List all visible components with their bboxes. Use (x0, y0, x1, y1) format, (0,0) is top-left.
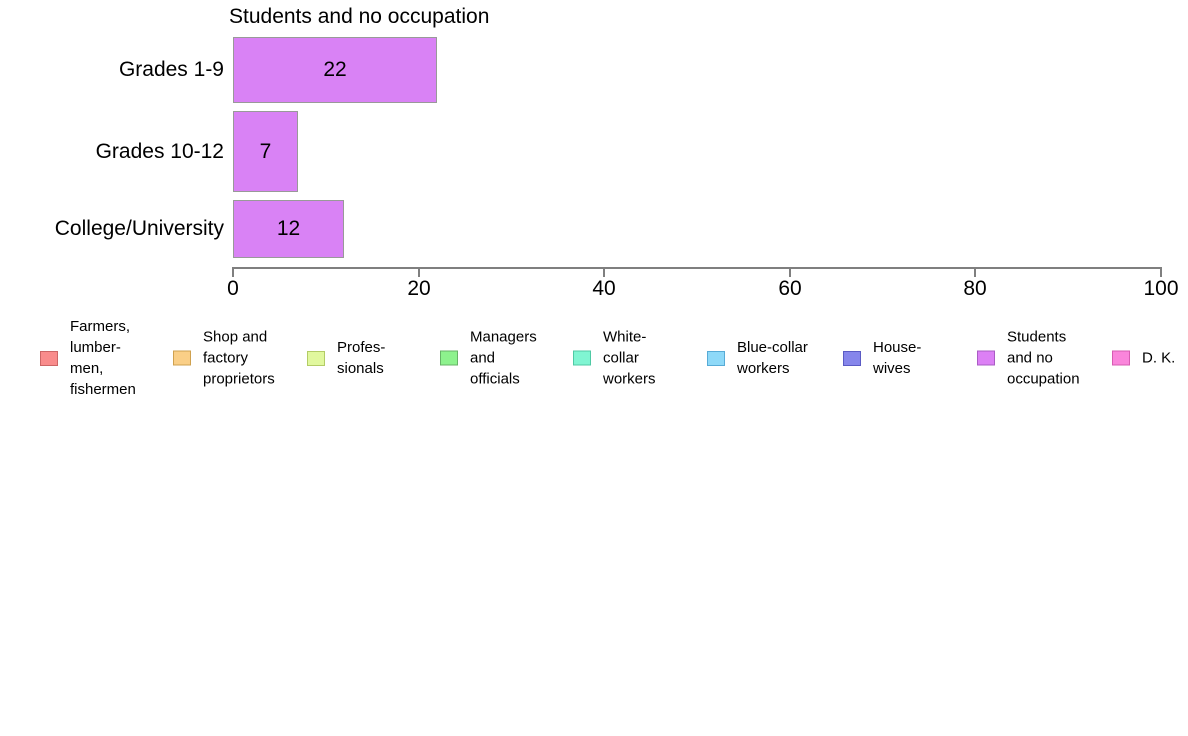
legend-swatch-farmers (40, 350, 58, 366)
legend-label: D. K. (1142, 349, 1176, 367)
legend-item-housewives: House- wives (843, 337, 921, 379)
category-label-college-university: College/University (54, 217, 224, 240)
legend-swatch-shop-proprietors (173, 350, 191, 366)
legend-label: Farmers, lumber- men, fishermen (70, 318, 136, 398)
x-axis-tick (418, 267, 420, 277)
x-axis-tick (789, 267, 791, 277)
x-axis-tick-label: 40 (592, 277, 616, 300)
legend-item-professionals: Profes- sionals (307, 337, 385, 379)
bar-college-university: 12 (233, 200, 344, 258)
legend-swatch-managers (440, 350, 458, 366)
legend-label: Blue-collar workers (737, 339, 808, 377)
legend-swatch-white-collar (573, 350, 591, 366)
category-label-grades-10-12: Grades 10-12 (95, 139, 224, 163)
legend-item-shop-proprietors: Shop and factory proprietors (173, 327, 275, 390)
chart-title: Students and no occupation (229, 5, 490, 28)
bar-value-label: 7 (259, 139, 272, 163)
legend-swatch-students (977, 350, 995, 366)
legend-item-dk: D. K. (1112, 348, 1175, 369)
legend-item-white-collar: White- collar workers (573, 327, 656, 390)
legend-item-managers: Managers and officials (440, 327, 537, 390)
legend-swatch-dk (1112, 350, 1130, 366)
legend-swatch-blue-collar (707, 350, 725, 366)
bar-value-label: 12 (276, 217, 301, 240)
x-axis-tick-label: 0 (227, 277, 239, 300)
bar-grades-1-9: 22 (233, 37, 437, 103)
x-axis-tick (974, 267, 976, 277)
legend-label: Students and no occupation (1007, 328, 1080, 388)
legend-label: Profes- sionals (337, 339, 386, 377)
bar-value-label: 22 (323, 58, 347, 81)
x-axis-tick (603, 267, 605, 277)
category-label-grades-1-9: Grades 1-9 (118, 58, 224, 81)
legend-item-farmers: Farmers, lumber- men, fishermen (40, 316, 136, 400)
legend-swatch-housewives (843, 350, 861, 366)
x-axis-tick-label: 100 (1143, 277, 1179, 300)
x-axis-tick-label: 20 (407, 277, 431, 300)
legend-item-blue-collar: Blue-collar workers (707, 337, 808, 379)
x-axis-tick (1160, 267, 1162, 277)
legend-label: Shop and factory proprietors (203, 328, 275, 388)
x-axis-tick (232, 267, 234, 277)
bar-grades-10-12: 7 (233, 111, 298, 192)
x-axis-tick-label: 60 (778, 277, 802, 300)
legend-swatch-professionals (307, 350, 325, 366)
legend-label: House- wives (873, 339, 922, 377)
legend-item-students: Students and no occupation (977, 327, 1080, 390)
x-axis-tick-label: 80 (963, 277, 987, 300)
legend-label: White- collar workers (603, 328, 656, 388)
x-axis-line (233, 267, 1162, 269)
legend-label: Managers and officials (470, 328, 537, 388)
